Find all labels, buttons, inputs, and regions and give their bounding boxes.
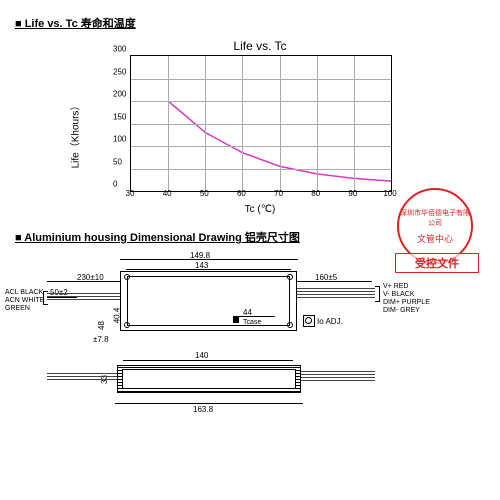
dim-h2: 40.4 — [112, 308, 121, 324]
housing-side-view — [117, 365, 301, 393]
section2-title: Aluminium housing Dimensional Drawing 铝壳… — [15, 229, 485, 245]
right-wires-top — [297, 288, 375, 300]
y-axis-label: Life（Khours） — [66, 100, 81, 168]
chart-plot-area — [130, 55, 392, 192]
dim-bot-outer: 163.8 — [193, 405, 213, 414]
right-wires-bottom — [301, 371, 375, 383]
tcase-label: Tcase — [243, 319, 261, 326]
x-axis-label: Tc (℃) — [130, 204, 390, 215]
dimensional-drawing: 149.8 143 230±10 50±2 ACL BLACK ACN WHIT… — [15, 253, 475, 433]
dimplus-label: DIM+ PURPLE — [383, 299, 430, 306]
left-wires-top — [47, 293, 120, 302]
vminus-label: V- BLACK — [383, 291, 415, 298]
io-adj-label: Io ADJ. — [317, 317, 343, 326]
dim-flange: ±7.8 — [93, 335, 109, 344]
vplus-label: V+ RED — [383, 283, 408, 290]
acl-label: ACL BLACK — [5, 289, 43, 296]
life-chart: Life vs. Tc Life（Khours） Tc (℃) 05010015… — [95, 39, 425, 214]
dim-h1: 48 — [97, 321, 106, 330]
green-label: GREEN — [5, 305, 30, 312]
section1-title: Life vs. Tc 寿命和温度 — [15, 15, 485, 31]
housing-top-view — [120, 271, 297, 331]
left-wires-bottom — [47, 373, 117, 382]
dimminus-label: DIM- GREY — [383, 307, 420, 314]
acn-label: ACN WHITE — [5, 297, 44, 304]
dim-bot-inner: 140 — [195, 351, 208, 360]
